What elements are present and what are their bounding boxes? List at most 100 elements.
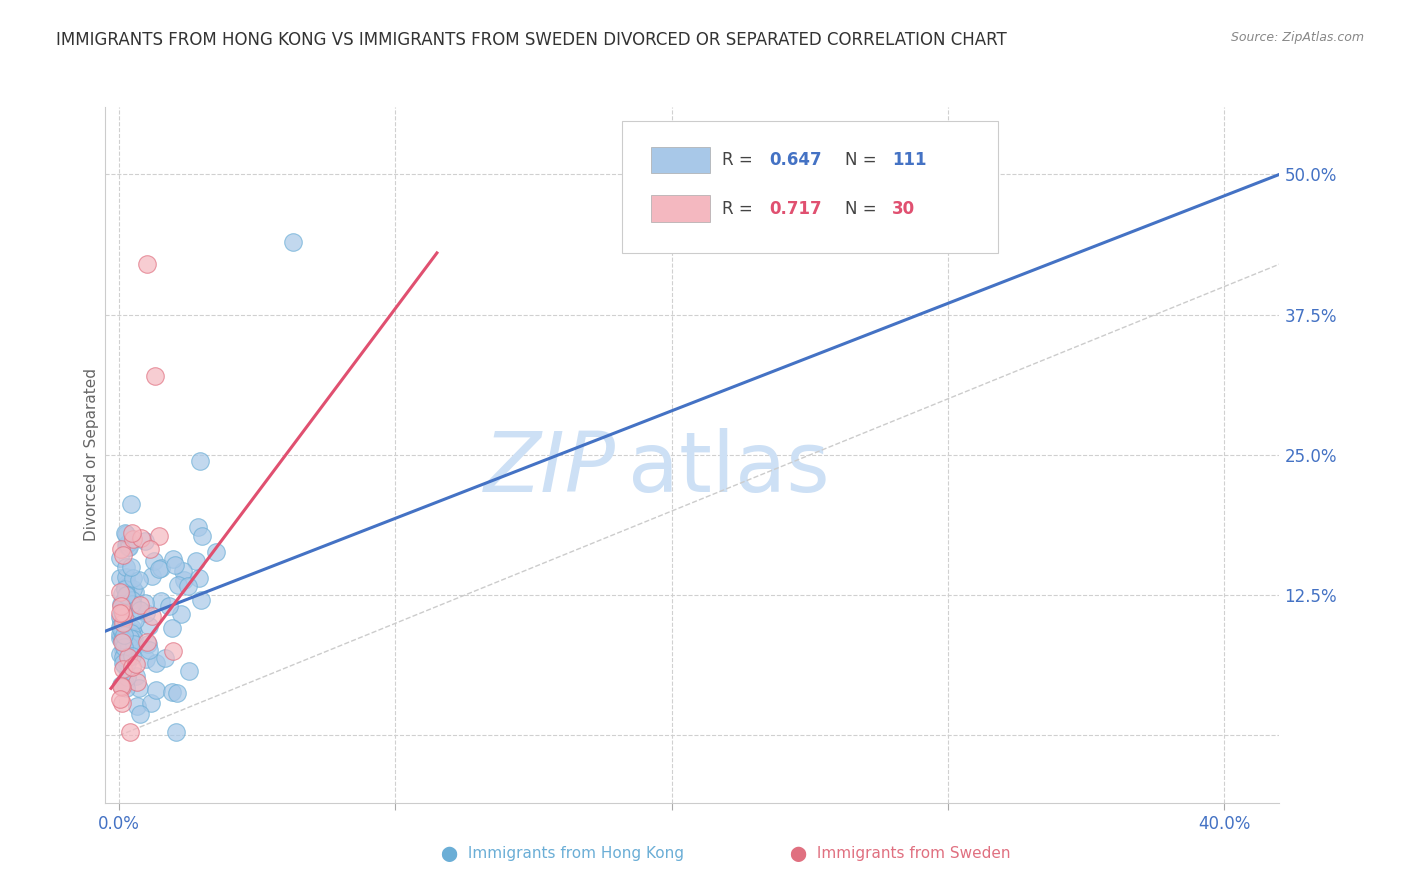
Point [142,553,165,567]
Point [121,592,143,607]
Point [118,639,141,653]
Point [112,657,135,672]
Point [165,724,187,739]
Point [160,684,183,698]
Bar [651,146,710,173]
Point [111,681,134,695]
Point [117,656,139,670]
Point [110,597,132,611]
Point [127,698,149,713]
Point [153,651,176,665]
Point [111,593,134,607]
Point [115,643,138,657]
Point [112,657,135,671]
Point [157,599,180,614]
Point [112,594,135,608]
Point [110,678,132,692]
Point [173,573,195,587]
Point [114,525,136,540]
Point [118,534,141,549]
Point [111,604,134,618]
Point [177,665,200,679]
Point [121,660,143,674]
Point [108,550,131,565]
Point [112,640,135,655]
Point [187,520,209,534]
Point [115,588,138,602]
Point [118,541,141,555]
Point [114,538,136,552]
Point [120,559,142,574]
Point [121,621,143,635]
Text: ⬤  Immigrants from Sweden: ⬤ Immigrants from Sweden [790,847,1010,862]
Point [169,607,191,621]
Point [112,650,135,665]
Text: R =: R = [721,151,758,169]
Point [186,554,208,568]
Point [114,676,136,690]
Point [143,369,166,384]
Point [115,526,138,541]
Point [145,683,167,698]
Point [124,585,146,599]
Point [162,552,184,566]
Point [111,625,134,640]
Point [122,637,145,651]
Point [148,562,170,576]
Point [141,608,163,623]
Text: Source: ZipAtlas.com: Source: ZipAtlas.com [1230,31,1364,45]
Point [108,626,131,640]
Point [112,662,135,676]
Point [108,691,131,706]
Point [121,597,143,611]
Point [111,632,134,647]
Point [111,548,134,562]
Point [108,606,131,620]
Point [128,573,150,587]
Point [108,571,131,585]
Point [108,609,131,624]
Point [162,644,184,658]
Point [160,621,183,635]
Point [136,637,159,651]
Point [122,532,145,546]
Point [166,686,188,700]
Point [110,620,132,634]
Point [108,585,131,599]
Point [150,561,173,575]
Point [122,571,145,585]
Point [115,681,138,695]
Point [120,725,142,739]
Point [121,497,143,511]
Point [112,637,135,651]
Point [111,635,134,649]
Point [135,652,157,666]
Point [191,528,214,542]
Point [283,235,305,249]
Point [128,681,150,695]
Point [125,657,148,671]
Point [112,599,135,613]
Point [117,588,139,602]
Point [122,624,145,639]
Point [110,679,132,693]
Point [115,637,138,651]
Text: ZIP: ZIP [484,428,616,509]
Point [117,650,139,665]
Point [114,582,136,596]
Point [187,571,209,585]
Point [120,632,142,646]
Point [110,619,132,633]
Point [135,635,157,649]
Point [139,542,162,557]
Point [117,578,139,592]
Text: 0.717: 0.717 [769,200,821,218]
Point [141,569,163,583]
Point [145,656,167,670]
Point [124,613,146,627]
Point [115,576,138,591]
Point [172,564,194,578]
Point [111,615,134,630]
Text: N =: N = [845,151,882,169]
Point [148,529,170,543]
